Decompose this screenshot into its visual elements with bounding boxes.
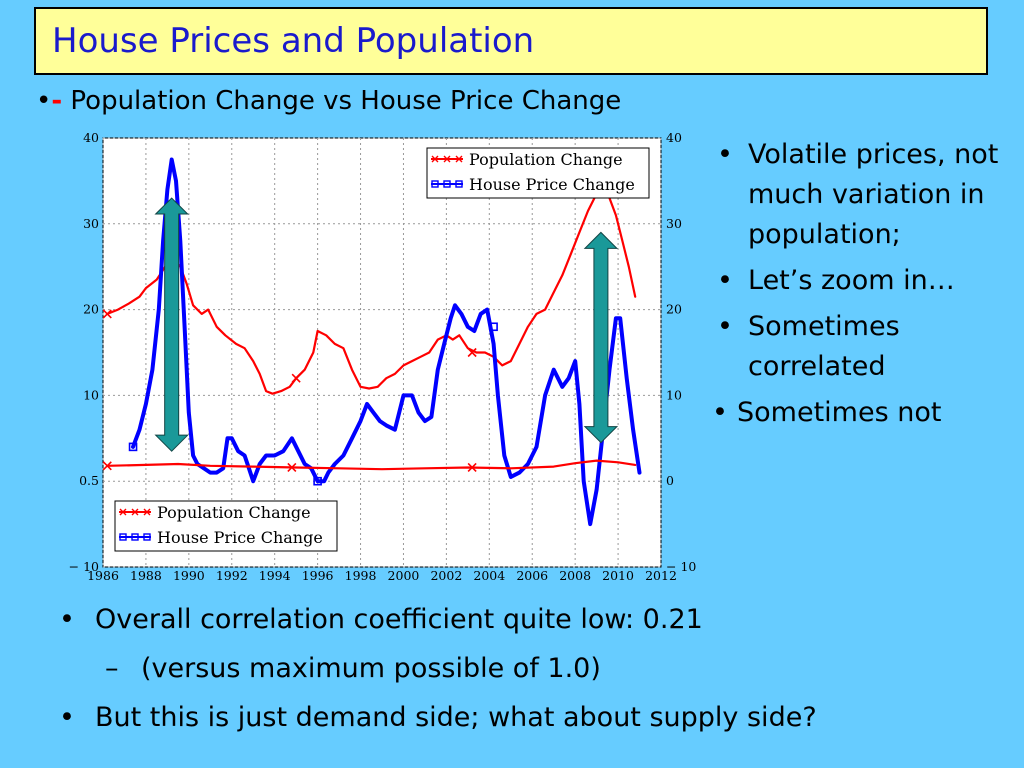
series-line-population-0: [106, 188, 637, 395]
y-tick-label-right: 10: [666, 387, 682, 402]
bottom-bullet: Overall correlation coefficient quite lo…: [55, 600, 1015, 649]
bottom-bullet-list: Overall correlation coefficient quite lo…: [55, 600, 1015, 747]
legend-bottom-left-box: [114, 500, 338, 552]
plot-area: [102, 137, 662, 568]
y-tick-label-right: 20: [666, 302, 682, 317]
title-box: House Prices and Population: [34, 7, 988, 75]
x-tick-label: 1998: [345, 568, 377, 583]
house-price-marker: [128, 442, 138, 452]
population-marker: [291, 373, 301, 383]
bottom-sub-bullet: (versus maximum possible of 1.0): [55, 649, 1015, 698]
right-bullet: Sometimes not: [707, 393, 1007, 433]
population-vs-house-price-chart: 1986 1988 1990 1992 1994 1996 1998 2000 2002 2004…: [69, 130, 697, 583]
x-tick-label: 1994: [259, 568, 291, 583]
legend-top-right-label: House Price Change: [469, 175, 635, 194]
x-tick-label: 2008: [559, 568, 591, 583]
subtitle-bullet: •: [36, 86, 52, 116]
population-marker: [467, 347, 477, 358]
house-price-marker: [489, 322, 498, 332]
x-tick-label: 1988: [130, 568, 162, 583]
right-bullet: Sometimes correlated: [712, 307, 1012, 387]
x-tick-label: 2004: [473, 568, 505, 583]
bottom-bullet: But this is just demand side; what about…: [55, 698, 1015, 747]
x-tick-label: 2006: [516, 568, 548, 583]
subtitle: •- Population Change vs House Price Chan…: [36, 86, 621, 116]
legend-bottom-left-label: House Price Change: [157, 528, 323, 547]
legend-top-right-box: [426, 147, 650, 199]
population-marker: [102, 309, 112, 319]
y-tick-label-left: 40: [83, 130, 99, 145]
double-arrow: [583, 231, 619, 444]
population-marker: [102, 461, 112, 471]
y-tick-label-left: 20: [83, 302, 99, 317]
legend-bottom-left-swatch-marker: [131, 533, 139, 541]
x-tick-label: 1990: [173, 568, 205, 583]
legend-top-right-swatch-marker: [455, 155, 463, 163]
y-tick-label-right: 40: [666, 130, 682, 145]
legend-bottom-left-swatch-marker: [119, 508, 127, 516]
slide-title: House Prices and Population: [52, 21, 535, 61]
right-bullet: Let’s zoom in…: [712, 261, 1012, 301]
y-tick-label-right: − 10: [666, 559, 696, 574]
right-bullet: Volatile prices, not much variation in p…: [712, 135, 1012, 255]
x-tick-label: 2000: [388, 568, 420, 583]
legend-top-right-swatch-marker: [431, 155, 439, 163]
double-arrow: [154, 197, 189, 452]
y-tick-label-right: 0: [666, 473, 674, 488]
legend-top-right-swatch-marker: [443, 155, 451, 163]
x-tick-label: 2012: [645, 568, 677, 583]
legend-bottom-left-swatch-marker: [143, 508, 151, 516]
y-tick-label-left: 0.5: [79, 473, 99, 488]
legend-bottom-left-swatch-marker: [131, 508, 139, 516]
subtitle-dash: -: [51, 86, 63, 116]
population-marker: [467, 462, 477, 473]
subtitle-text: Population Change vs House Price Change: [70, 86, 622, 116]
right-bullet-list: Volatile prices, not much variation in p…: [712, 135, 1012, 439]
legend-top-right-label: Population Change: [469, 150, 623, 169]
legend-bottom-left-label: Population Change: [157, 503, 311, 522]
legend-top-right-swatch-marker: [431, 180, 439, 188]
legend-top-right-swatch-marker: [443, 180, 451, 188]
x-tick-label: 1996: [302, 568, 334, 583]
y-tick-label-left: 30: [83, 216, 99, 231]
y-tick-label-left: 10: [83, 387, 99, 402]
population-marker: [287, 462, 297, 473]
x-tick-label: 2002: [430, 568, 462, 583]
legend-bottom-left-swatch-marker: [119, 533, 127, 541]
legend-top-right-swatch-marker: [455, 180, 463, 188]
house-price-marker: [313, 476, 322, 486]
y-tick-label-right: 30: [666, 216, 682, 231]
legend-bottom-left-swatch-marker: [143, 533, 151, 541]
x-tick-label: 2010: [602, 568, 634, 583]
x-tick-label: 1986: [87, 568, 119, 583]
x-tick-label: 1992: [216, 568, 248, 583]
series-line-population-2: [106, 459, 637, 471]
y-tick-label-left: − 10: [69, 559, 99, 574]
